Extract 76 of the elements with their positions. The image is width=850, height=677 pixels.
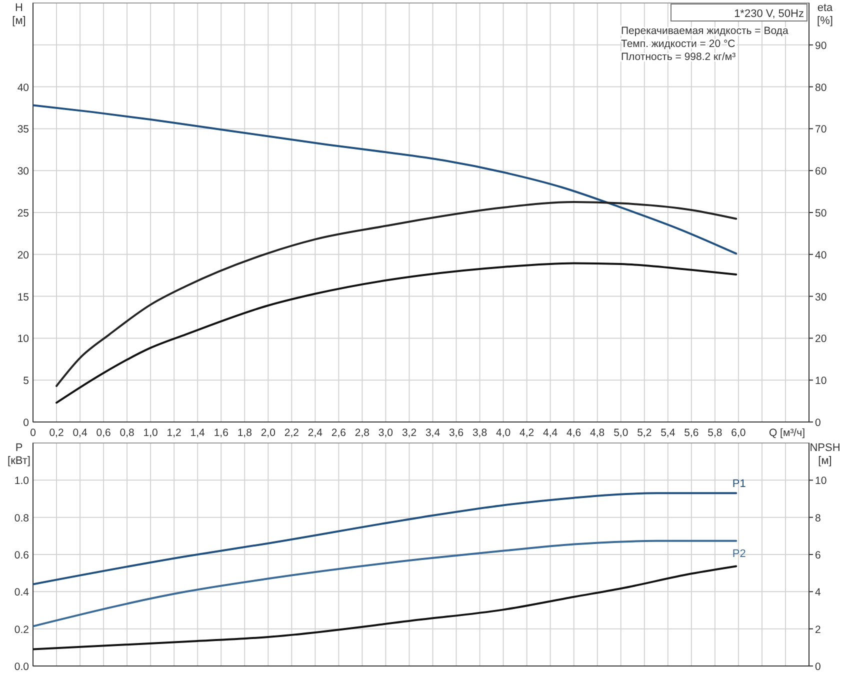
y2-tick-label: 10	[815, 375, 827, 388]
x-tick-label: 1,6	[214, 427, 229, 439]
series-label: P2	[732, 548, 746, 560]
x-tick-label: 4,4	[543, 427, 558, 439]
x-tick-label: 2,2	[284, 427, 300, 439]
y-tick-label: 0.8	[14, 512, 30, 524]
x-tick-label: 1,0	[143, 427, 158, 439]
x-tick-label: 3,6	[448, 427, 464, 439]
x-tick-label: 3,8	[472, 427, 488, 439]
x-tick-label: 1,4	[190, 427, 206, 439]
y2-tick-label: 80	[815, 82, 827, 94]
annotation: 1*230 V, 50Hz	[734, 8, 804, 20]
y2-tick-label: 30	[815, 291, 827, 304]
y-tick-label: 35	[17, 124, 30, 136]
y-tick-label: 0.2	[14, 624, 30, 636]
x-tick-label: 2,6	[331, 427, 346, 439]
y2-axis-title: NPSH [м]	[810, 442, 840, 467]
y-tick-label: 15	[17, 291, 30, 304]
x-tick-label: 3,0	[378, 427, 394, 439]
x-tick-label: 1,2	[166, 427, 182, 439]
x-tick-label: 0,2	[49, 427, 64, 439]
y2-tick-label: 20	[815, 333, 827, 346]
x-tick-label: 2,8	[354, 427, 370, 439]
x-tick-label: 5,6	[684, 427, 699, 439]
annotation: Темп. жидкости = 20 °C	[621, 38, 736, 50]
y-tick-label: 5	[23, 375, 30, 388]
x-tick-label: 6,0	[731, 427, 746, 439]
y-tick-label: 10	[17, 333, 30, 346]
x-tick-label: 4,8	[590, 427, 605, 439]
line-series	[56, 201, 738, 387]
y2-tick-label: 8	[815, 512, 821, 524]
series-label: P1	[732, 478, 746, 490]
x-tick-label: 3,2	[402, 427, 417, 439]
y2-tick-label: 6	[815, 550, 821, 562]
x-tick-label: 1,8	[237, 427, 252, 439]
y-tick-label: 0	[23, 417, 30, 429]
y2-tick-label: 40	[815, 249, 827, 262]
y2-tick-label: 0	[815, 661, 821, 673]
x-tick-label: 5,8	[708, 427, 722, 439]
y-tick-label: 1.0	[14, 475, 30, 488]
x-tick-label: 0,4	[72, 427, 88, 439]
x-tick-label: 0,8	[120, 427, 135, 439]
line-series	[33, 104, 738, 255]
x-tick-label: 3,4	[425, 427, 440, 439]
y2-tick-label: 50	[815, 208, 827, 220]
x-tick-label: 2,4	[308, 427, 323, 439]
x-tick-label: 0,6	[96, 427, 111, 439]
y-tick-label: 0.4	[14, 586, 30, 599]
y2-tick-label: 70	[815, 124, 827, 136]
y-tick-label: 25	[17, 208, 30, 220]
y-axis-title: H [м]	[12, 2, 26, 27]
line-series	[56, 262, 738, 404]
x-axis-title: Q [м³/ч]	[768, 427, 806, 439]
x-tick-label: 2,0	[260, 427, 276, 439]
x-tick-label: 4,2	[520, 427, 534, 439]
y2-tick-label: 2	[815, 624, 821, 636]
y2-tick-label: 90	[815, 40, 827, 52]
y-tick-label: 30	[17, 166, 30, 178]
y-tick-label: 40	[17, 82, 30, 94]
x-tick-label: 5,4	[660, 427, 676, 439]
line-series	[33, 565, 738, 650]
y-axis-title: P [кВт]	[8, 442, 30, 467]
x-tick-label: 4,6	[566, 427, 582, 439]
y-tick-label: 0.0	[14, 661, 30, 673]
x-tick-label: 5,2	[637, 427, 652, 439]
y2-axis-title: eta [%]	[817, 2, 834, 27]
annotation: Перекачиваемая жидкость = Вода	[621, 25, 788, 37]
y2-tick-label: 10	[815, 475, 827, 488]
annotation: Плотность = 998.2 кг/м³	[621, 51, 736, 63]
y2-tick-label: 4	[815, 586, 821, 599]
y-tick-label: 0.6	[14, 550, 30, 562]
y2-tick-label: 60	[815, 166, 827, 178]
y2-tick-label: 0	[815, 417, 821, 429]
x-tick-label: 4,0	[496, 427, 511, 439]
y-tick-label: 20	[17, 249, 30, 262]
x-tick-label: 5,0	[614, 427, 628, 439]
